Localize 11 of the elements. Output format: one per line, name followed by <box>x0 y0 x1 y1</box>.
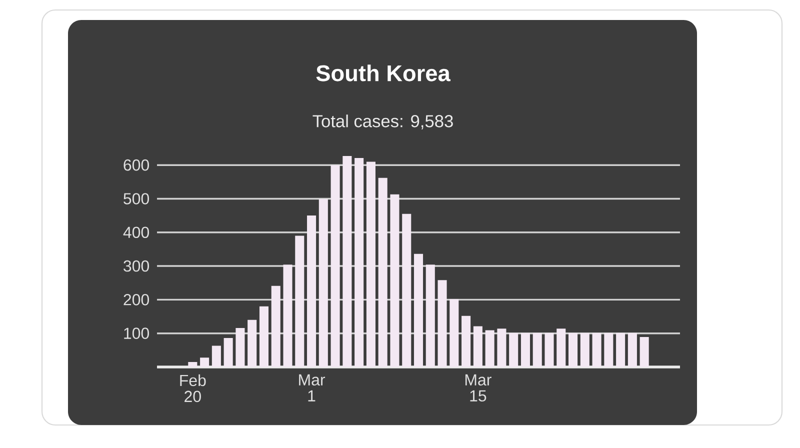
chart-subtitle: Total cases: 9,583 <box>312 114 453 130</box>
y-tick-label: 500 <box>124 193 150 204</box>
chart-title: South Korea <box>316 64 451 82</box>
x-tick-label: Feb 20 <box>180 374 206 402</box>
y-tick-label: 300 <box>124 260 150 272</box>
y-tick-label: 400 <box>123 226 150 238</box>
y-tick-label: 200 <box>124 294 150 306</box>
y-tick-label: 100 <box>124 328 150 339</box>
x-tick-label: Mar 1 <box>299 374 326 402</box>
y-tick-label: 600 <box>124 159 150 171</box>
x-tick-label: Mar 15 <box>465 374 492 402</box>
